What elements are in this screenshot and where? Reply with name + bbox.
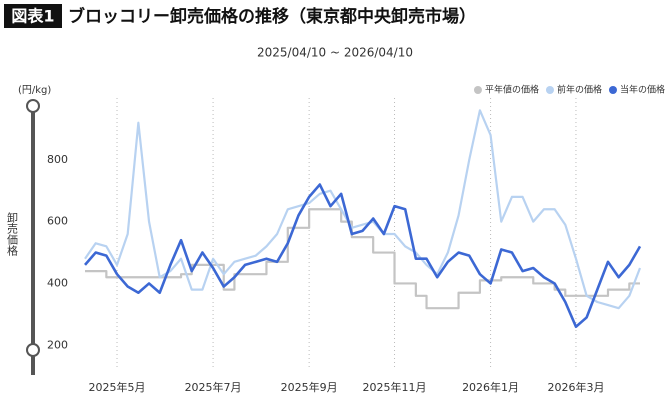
x-tick-label: 2026年3月 bbox=[547, 380, 604, 394]
y-unit: (円/kg) bbox=[18, 85, 51, 96]
x-tick-label: 2025年7月 bbox=[185, 380, 242, 394]
x-tick-label: 2026年1月 bbox=[462, 380, 519, 394]
y-tick-label: 800 bbox=[47, 153, 68, 166]
series-line bbox=[84, 109, 642, 310]
title-tag: 図表1 bbox=[11, 7, 54, 26]
y-tick-label: 200 bbox=[47, 338, 68, 351]
subtitle: 2025/04/10 ~ 2026/04/10 bbox=[257, 46, 413, 60]
y-slider-handle bbox=[26, 99, 40, 113]
y-tick-label: 600 bbox=[47, 215, 68, 228]
title-tag-box bbox=[4, 4, 62, 28]
series-line bbox=[84, 183, 642, 329]
legend-label: 前年の価格 bbox=[557, 84, 602, 96]
y-slider-handle bbox=[26, 343, 40, 357]
y-axis-title: 卸売価格 bbox=[6, 211, 19, 257]
legend-marker bbox=[545, 86, 554, 94]
legend-marker bbox=[608, 86, 617, 94]
x-tick-label: 2025年11月 bbox=[363, 380, 427, 394]
legend-marker bbox=[473, 86, 482, 94]
legend-label: 平年値の価格 bbox=[485, 84, 539, 96]
x-tick-label: 2025年9月 bbox=[281, 380, 338, 394]
y-tick-label: 400 bbox=[47, 276, 68, 289]
x-tick-label: 2025年5月 bbox=[89, 380, 146, 394]
legend-label: 当年の価格 bbox=[620, 84, 665, 96]
chart-title: ブロッコリー卸売価格の推移（東京都中央卸売市場） bbox=[68, 6, 476, 27]
